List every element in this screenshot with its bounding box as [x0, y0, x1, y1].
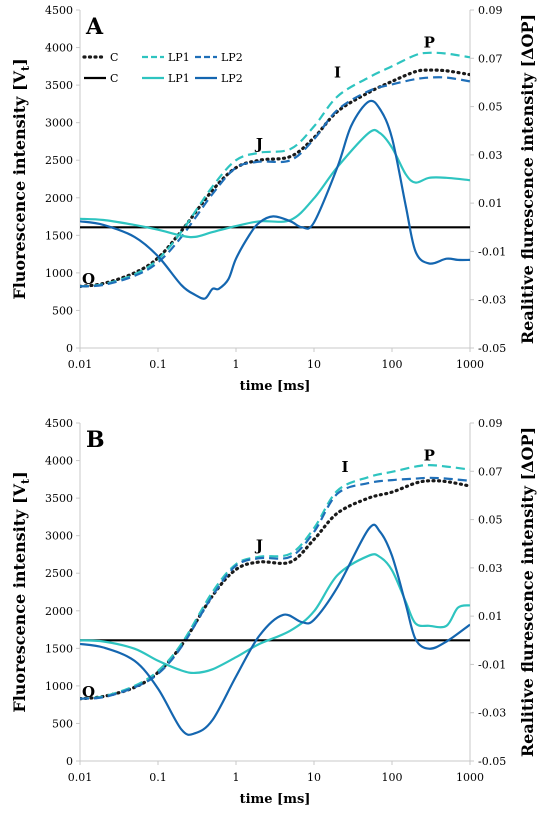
y-tick-label: 2500	[45, 154, 73, 167]
y2-tick-label: 0.07	[478, 465, 503, 478]
legend-entry: LP2	[221, 72, 243, 85]
x-tick-label: 1	[233, 771, 240, 784]
y-tick-label: 2000	[45, 605, 73, 618]
series-right-solid-5	[80, 523, 470, 736]
annotation-label: J	[254, 135, 263, 153]
y-tick-label: 4500	[45, 417, 73, 430]
series-left-dashed-1	[80, 51, 470, 288]
y-tick-label: 1500	[45, 642, 73, 655]
y-tick-label: 3500	[45, 492, 73, 505]
annotation-label: P	[424, 447, 435, 465]
x-axis-title: time [ms]	[240, 379, 311, 394]
y-tick-label: 1000	[45, 680, 73, 693]
x-tick-label: 0.1	[149, 358, 167, 371]
y-tick-label: 500	[52, 304, 73, 317]
series-left-dotted-0	[80, 479, 470, 701]
y-tick-label: 1000	[45, 267, 73, 280]
y-tick-label: 0	[66, 342, 73, 355]
y-tick-label: 2000	[45, 192, 73, 205]
y-axis-title: Fluorescence intensity [Vt]	[10, 471, 32, 712]
y-tick-label: 2500	[45, 567, 73, 580]
legend-entry: LP1	[168, 51, 190, 64]
series-right-solid-4	[80, 128, 470, 239]
y-axis-title-main: Fluorescence intensity [V	[10, 70, 29, 299]
y2-tick-label: 0.07	[478, 52, 503, 65]
annotation-label: P	[424, 34, 435, 52]
x-axis-title: time [ms]	[240, 792, 311, 807]
annotation-label: I	[342, 458, 349, 476]
y2-tick-label: 0.05	[478, 101, 503, 114]
panel-label: B	[86, 427, 105, 453]
y-axis-title: Fluorescence intensity [Vt]	[10, 58, 32, 299]
y-tick-label: 4000	[45, 42, 73, 55]
legend: C LP1 LP2 C LP1 LP2	[82, 51, 243, 85]
y-tick-label: 1500	[45, 229, 73, 242]
y2-tick-label: 0.03	[478, 562, 503, 575]
legend-entry: LP2	[221, 51, 243, 64]
x-tick-label: 10	[307, 771, 321, 784]
y2-tick-label: 0.05	[478, 514, 503, 527]
series-right-solid-5	[80, 99, 470, 300]
chart-panel-b: 0 500 1000 1500 2000 2500 3000 3500 4000 4500 -0.0…	[10, 417, 537, 807]
y-axis-title-close: ]	[10, 471, 29, 479]
y2-tick-label: -0.05	[478, 342, 506, 355]
y-tick-label: 3500	[45, 79, 73, 92]
x-tick-label: 1000	[456, 771, 484, 784]
series-left-dashed-1	[80, 463, 470, 700]
series-right-solid-4	[80, 553, 470, 675]
y-axis-title-sub: t	[19, 65, 32, 71]
x-tick-label: 0.01	[68, 358, 93, 371]
x-tick-label: 100	[382, 358, 403, 371]
y2-axis-title: Realitive flurescence intensity [ΔOP]	[518, 427, 537, 757]
annotation-label: O	[82, 683, 95, 701]
panel-label: A	[85, 14, 104, 40]
y-tick-label: 3000	[45, 530, 73, 543]
y-tick-label: 0	[66, 755, 73, 768]
y2-tick-label: 0.01	[478, 610, 503, 623]
y2-tick-label: -0.05	[478, 755, 506, 768]
x-tick-label: 1	[233, 358, 240, 371]
legend-entry: C	[110, 72, 118, 85]
y-axis-title-main: Fluorescence intensity [V	[10, 483, 29, 712]
y2-axis-title: Realitive flurescence intensity [ΔOP]	[518, 14, 537, 344]
series-left-dashed-2	[80, 76, 470, 288]
series-left-dotted-0	[80, 68, 470, 288]
y-tick-label: 500	[52, 717, 73, 730]
x-tick-label: 0.01	[68, 771, 93, 784]
annotation-label: J	[254, 537, 263, 555]
y-axis-title-close: ]	[10, 58, 29, 66]
x-tick-label: 100	[382, 771, 403, 784]
series-group	[80, 51, 470, 300]
legend-entry: LP1	[168, 72, 190, 85]
annotation-label: O	[82, 270, 95, 288]
y-axis-title-sub: t	[19, 478, 32, 484]
y2-tick-label: -0.03	[478, 707, 506, 720]
x-tick-label: 10	[307, 358, 321, 371]
legend-entry: C	[110, 51, 118, 64]
y2-tick-label: -0.03	[478, 294, 506, 307]
y-tick-label: 3000	[45, 117, 73, 130]
chart-panel-a: 0 500 1000 1500 2000 2500 3000 3500 4000 4500 -0.0…	[10, 4, 537, 394]
y2-tick-label: 0.09	[478, 4, 503, 17]
y2-tick-label: -0.01	[478, 658, 506, 671]
series-group	[80, 463, 470, 736]
y2-tick-label: -0.01	[478, 245, 506, 258]
y-tick-label: 4500	[45, 4, 73, 17]
x-tick-label: 0.1	[149, 771, 167, 784]
y2-tick-label: 0.03	[478, 149, 503, 162]
y-tick-label: 4000	[45, 455, 73, 468]
y2-tick-label: 0.09	[478, 417, 503, 430]
y2-tick-label: 0.01	[478, 197, 503, 210]
x-tick-label: 1000	[456, 358, 484, 371]
annotation-label: I	[334, 64, 341, 82]
